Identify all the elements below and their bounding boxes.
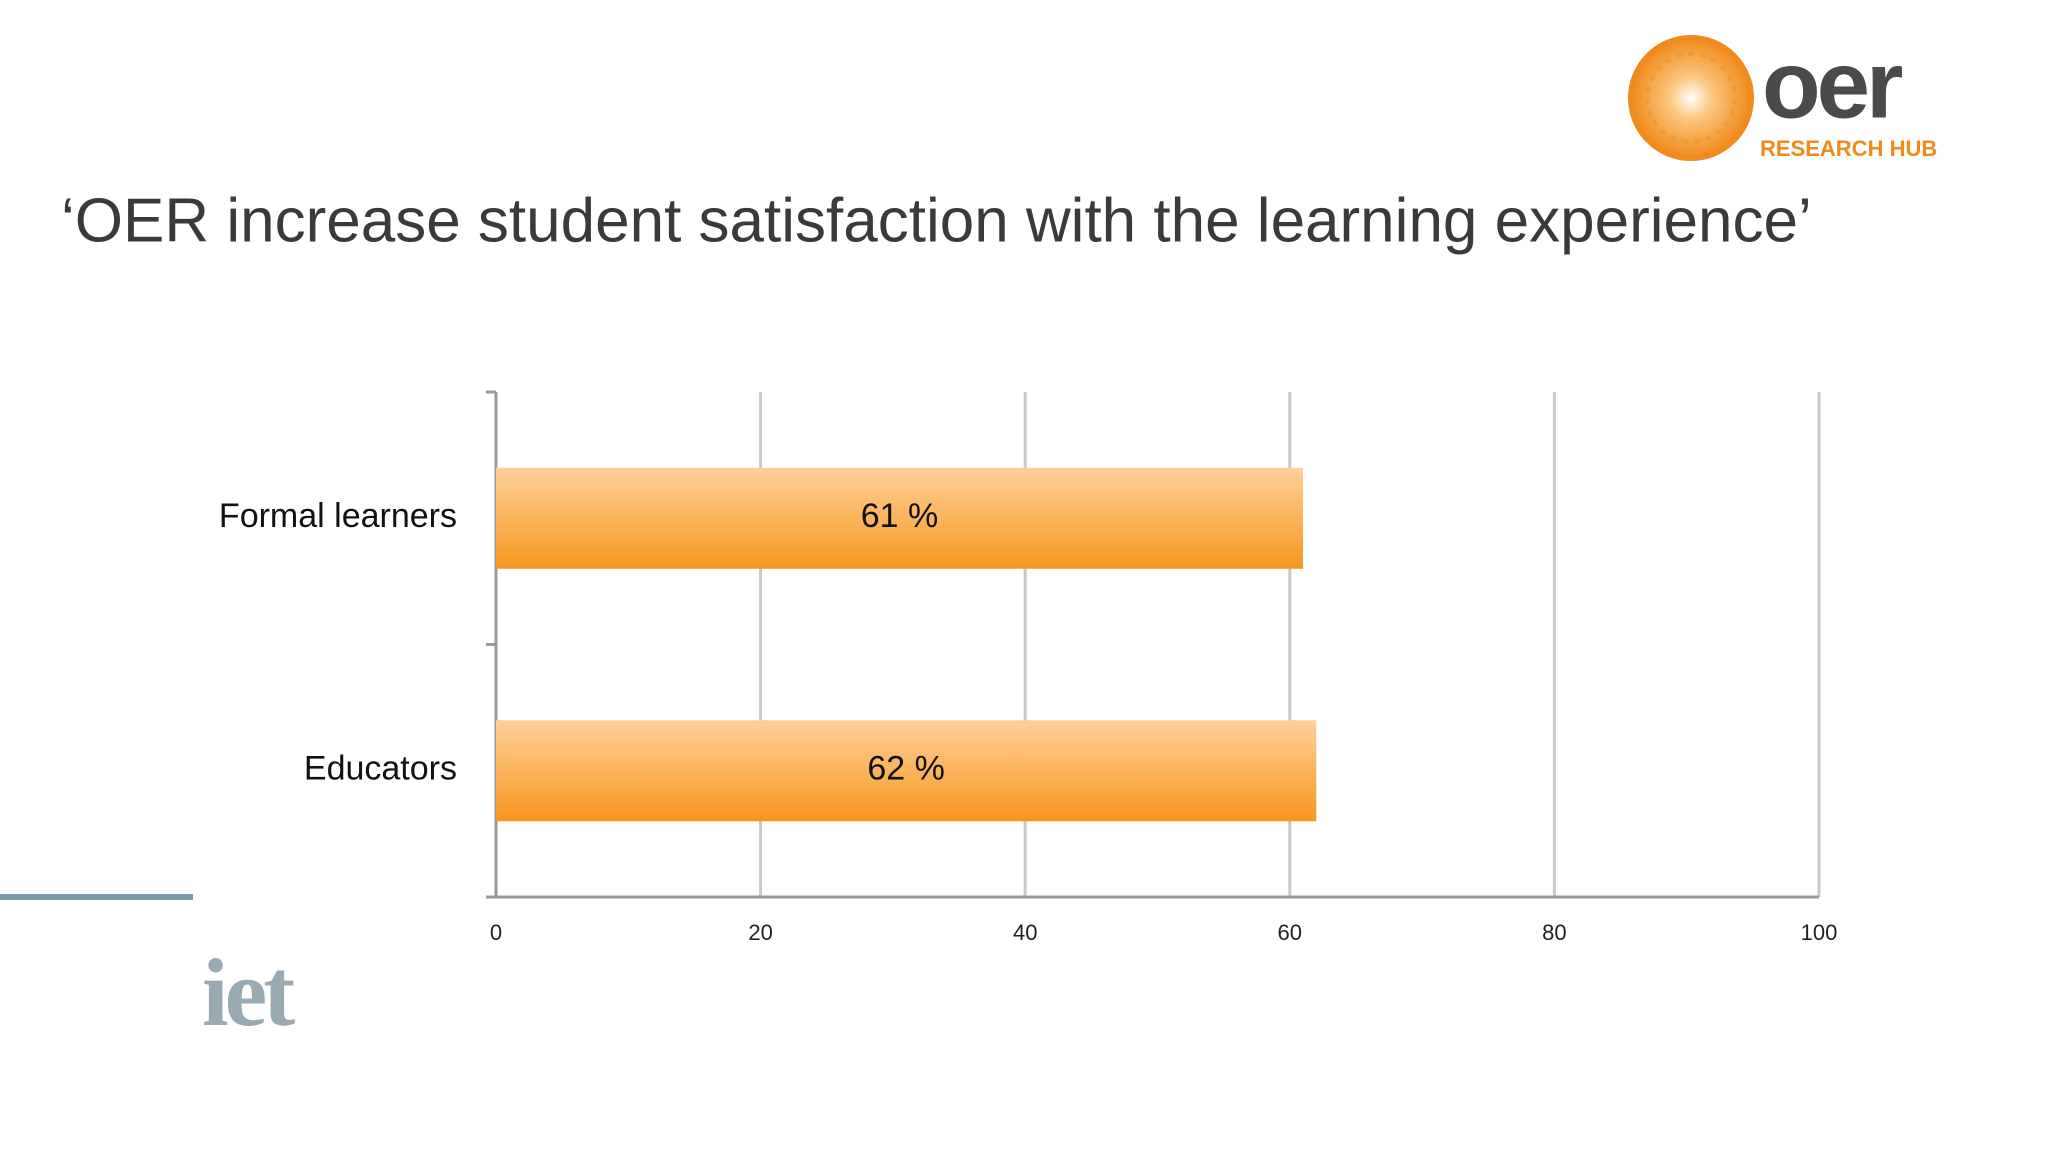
x-tick-label: 0 [490, 920, 502, 945]
plot: 0 20 40 60 80 100 Formal learners 61 % Educators… [219, 390, 1838, 945]
x-tick-label: 40 [1013, 920, 1037, 945]
y-tick-label: Educators [304, 750, 457, 788]
y-tick-label: Formal learners [219, 497, 457, 535]
bar [496, 467, 1304, 569]
x-tick-label: 60 [1278, 920, 1302, 945]
x-tick-label: 20 [748, 920, 772, 945]
value-label: 61 % [861, 497, 939, 535]
value-label: 62 % [867, 750, 945, 788]
x-tick-label: 100 [1801, 920, 1838, 945]
chart-title: ‘OER increase student satisfaction with … [61, 186, 1812, 255]
logo-sub: RESEARCH HUB [1760, 136, 1937, 161]
oer-logo: oer RESEARCH HUB [1628, 31, 1937, 161]
x-tick-label: 80 [1542, 920, 1566, 945]
logo-word: oer [1762, 31, 1902, 138]
logo-ring [1645, 52, 1737, 144]
bar [496, 720, 1317, 822]
footer-logo: iet [202, 939, 295, 1046]
